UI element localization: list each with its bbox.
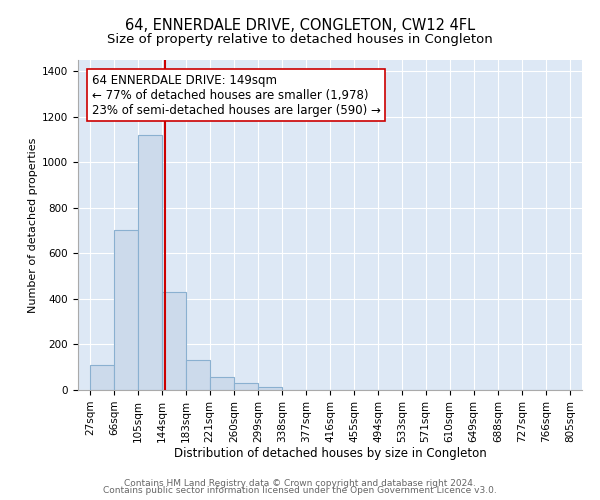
Bar bbox=[138, 135, 162, 390]
Y-axis label: Number of detached properties: Number of detached properties bbox=[28, 138, 38, 312]
Text: Contains public sector information licensed under the Open Government Licence v3: Contains public sector information licen… bbox=[103, 486, 497, 495]
Bar bbox=[234, 383, 258, 390]
Bar bbox=[162, 292, 186, 390]
Text: 64 ENNERDALE DRIVE: 149sqm
← 77% of detached houses are smaller (1,978)
23% of s: 64 ENNERDALE DRIVE: 149sqm ← 77% of deta… bbox=[92, 74, 381, 116]
Bar bbox=[210, 378, 234, 390]
Bar bbox=[258, 386, 282, 390]
X-axis label: Distribution of detached houses by size in Congleton: Distribution of detached houses by size … bbox=[173, 448, 487, 460]
Bar bbox=[186, 360, 210, 390]
Text: 64, ENNERDALE DRIVE, CONGLETON, CW12 4FL: 64, ENNERDALE DRIVE, CONGLETON, CW12 4FL bbox=[125, 18, 475, 32]
Text: Contains HM Land Registry data © Crown copyright and database right 2024.: Contains HM Land Registry data © Crown c… bbox=[124, 478, 476, 488]
Bar bbox=[114, 230, 138, 390]
Bar bbox=[90, 365, 114, 390]
Text: Size of property relative to detached houses in Congleton: Size of property relative to detached ho… bbox=[107, 32, 493, 46]
